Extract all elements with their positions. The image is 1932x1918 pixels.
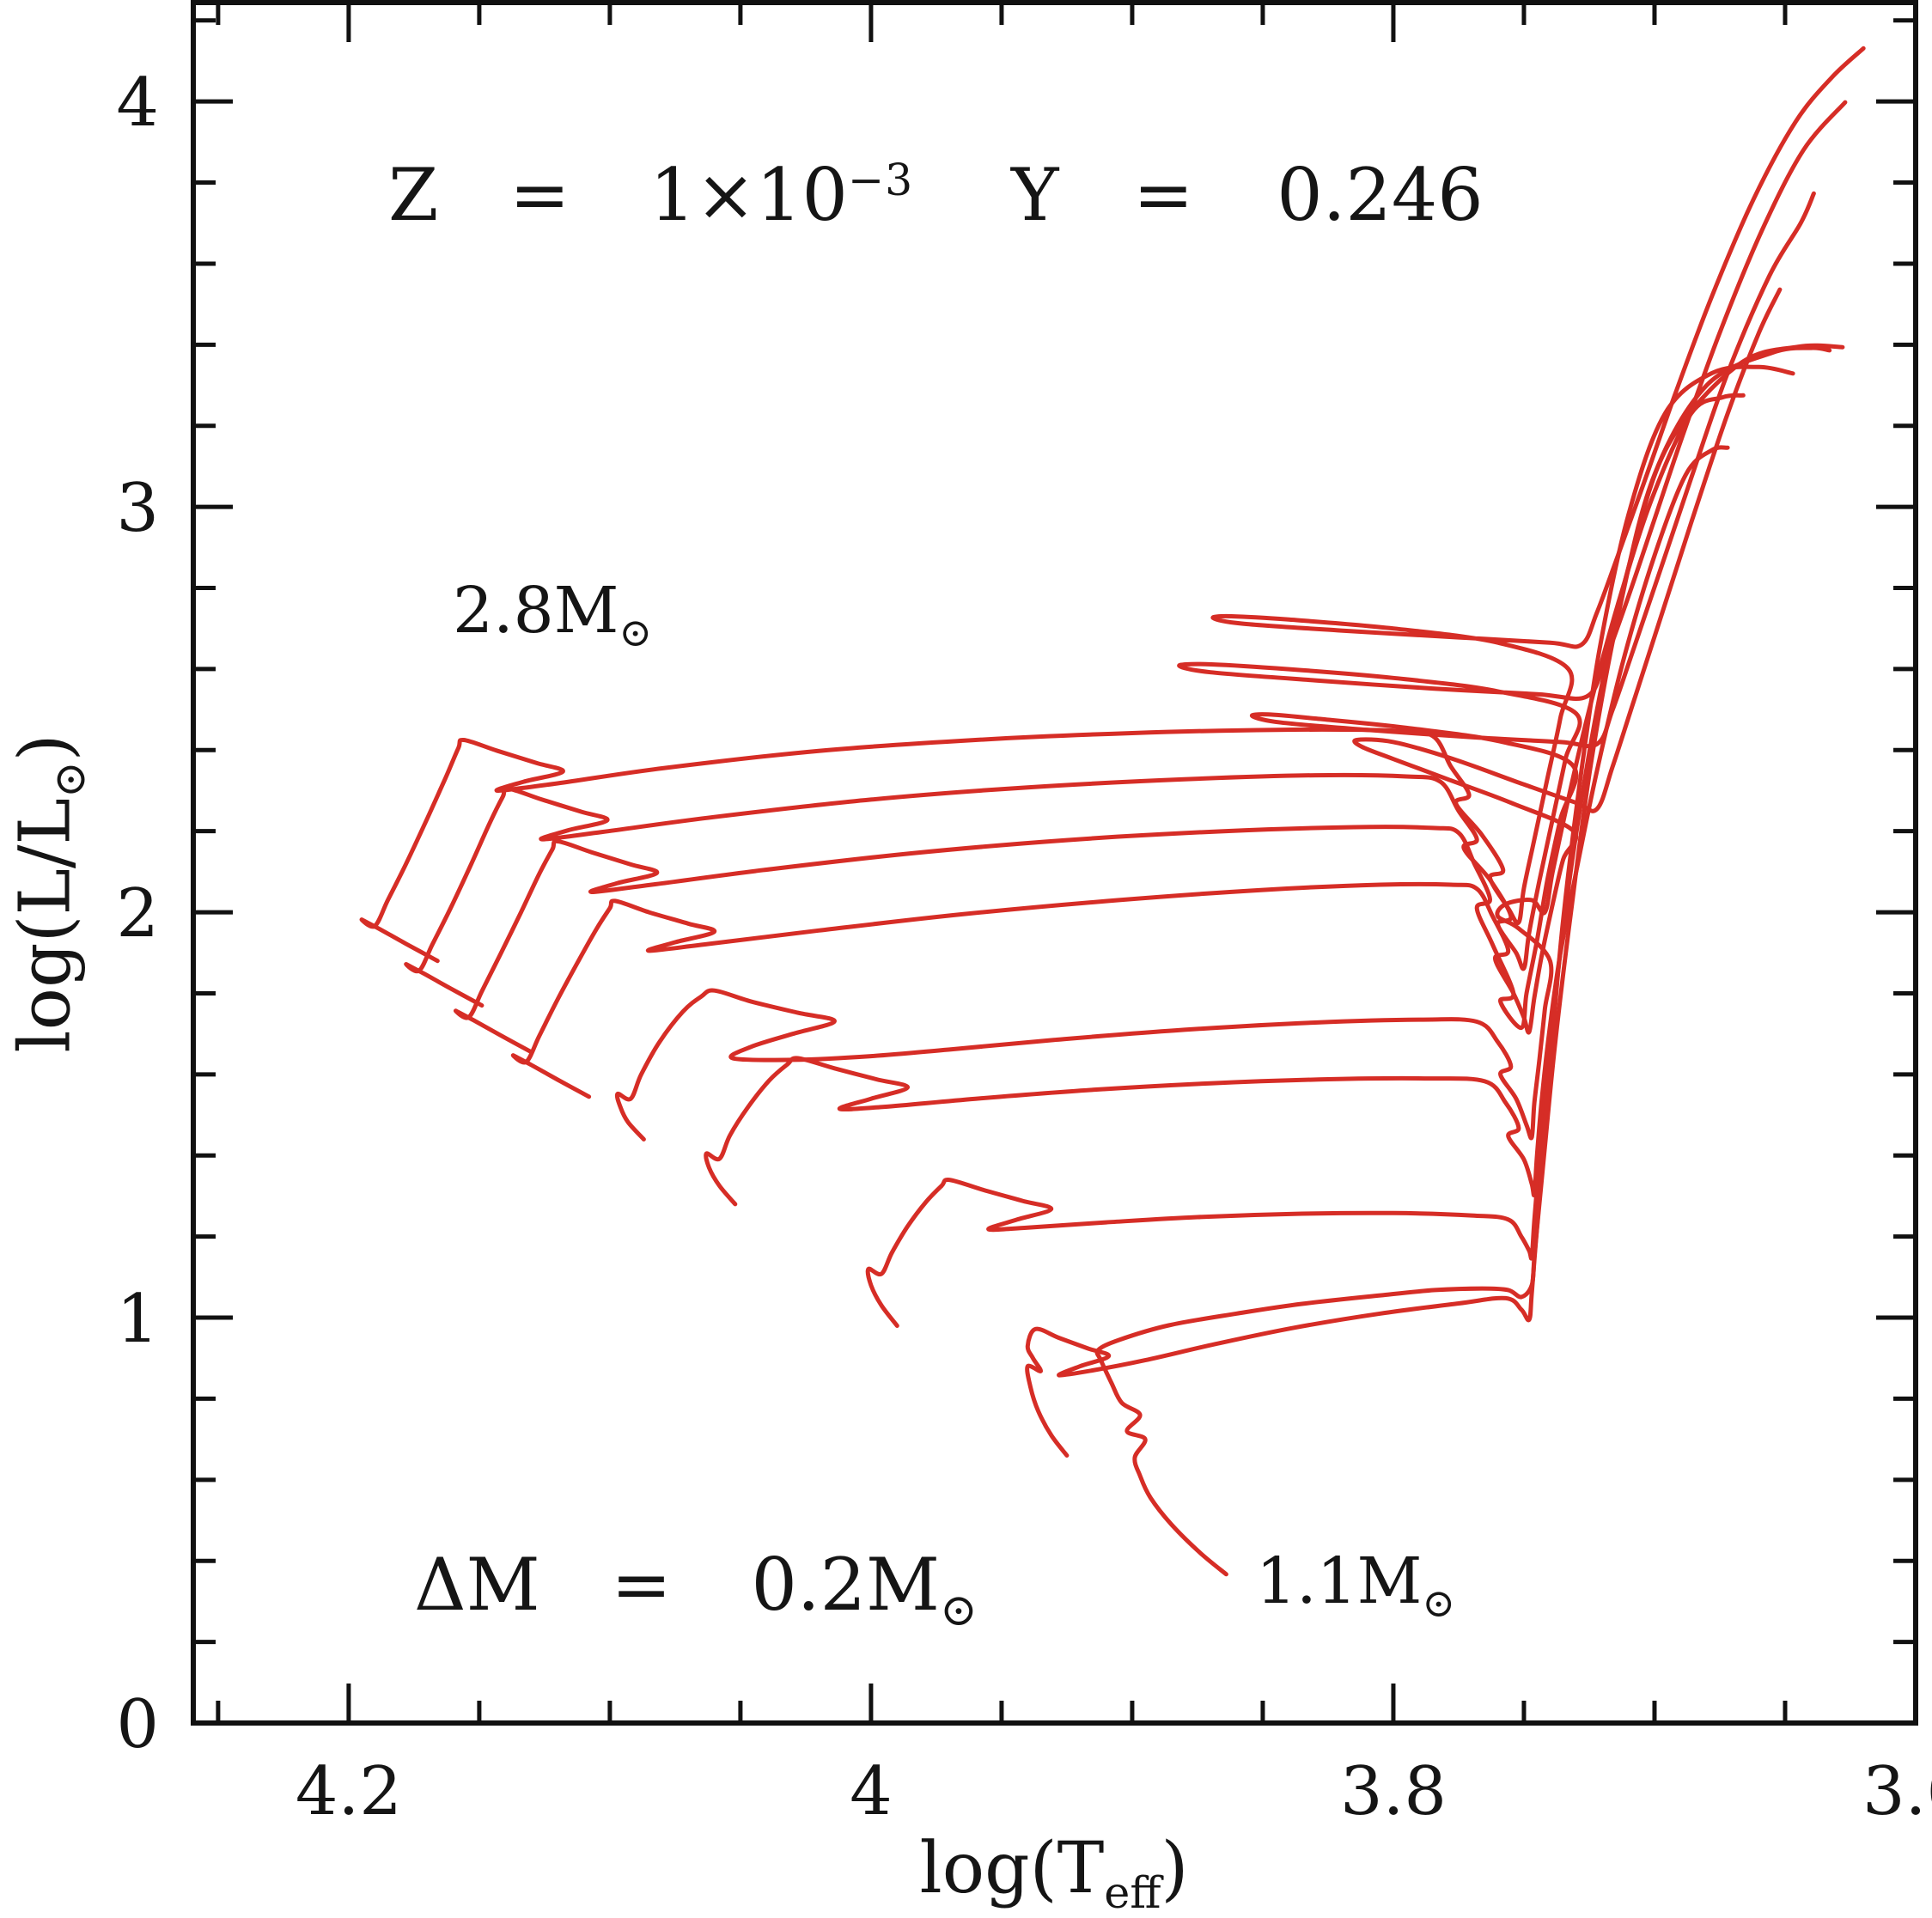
y-tick-label: 1 [116,1281,159,1358]
x-tick-label: 4 [850,1753,893,1830]
y-tick-label: 0 [116,1686,159,1763]
sun-symbol-icon: ⊙ [619,609,652,656]
bottom-mass-value: 1.1M [1256,1544,1423,1618]
delta-m-symbol: ΔM [414,1543,540,1627]
y-axis-title-close: ) [4,734,87,762]
track-1.1 [1094,364,1795,1577]
z-value: 1×10 [649,153,848,237]
equals-sign: = [1133,153,1194,237]
x-axis-title-base: log(T [919,1828,1105,1909]
track-2.8 [359,46,1866,964]
z-exponent: −3 [847,155,914,205]
x-axis-title: log(Teff) [869,1828,1239,1918]
x-axis-title-sub: eff [1104,1866,1161,1918]
track-2.0 [614,393,1746,1142]
equals-sign: = [509,153,570,237]
helium-annotation: Y = 0.246 [1011,153,1484,237]
sun-symbol-icon: ⊙ [44,761,95,798]
sun-symbol-icon: ⊙ [1422,1580,1455,1627]
mass-step-annotation: ΔM = 0.2M⊙ [414,1543,978,1636]
track-2.6 [404,100,1848,1008]
sun-symbol-icon: ⊙ [940,1585,978,1637]
z-symbol: Z [388,153,439,237]
top-mass-label: 2.8M⊙ [453,574,652,655]
track-1.6 [865,343,1845,1328]
equals-sign: = [611,1543,672,1627]
track-2.4 [453,191,1816,1055]
top-mass-value: 2.8M [453,574,619,648]
y-tick-label: 4 [116,64,159,142]
y-tick-label: 2 [116,875,159,953]
x-tick-label: 3.6 [1862,1753,1932,1830]
y-value: 0.246 [1277,153,1484,237]
x-tick-label: 4.2 [296,1753,402,1830]
y-axis-title-base: log(L/L [4,797,87,1053]
plot-frame [191,0,1918,1726]
bottom-mass-label: 1.1M⊙ [1256,1544,1455,1626]
y-axis-title: log(L/L⊙) [5,734,95,1052]
delta-m-value: 0.2M [751,1543,941,1627]
x-tick-label: 3.8 [1340,1753,1447,1830]
y-symbol: Y [1011,153,1059,237]
track-1.4 [1025,345,1832,1458]
metallicity-annotation: Z = 1×10−3 [388,153,913,237]
y-tick-label: 3 [116,470,159,547]
x-axis-title-close: ) [1161,1828,1189,1909]
